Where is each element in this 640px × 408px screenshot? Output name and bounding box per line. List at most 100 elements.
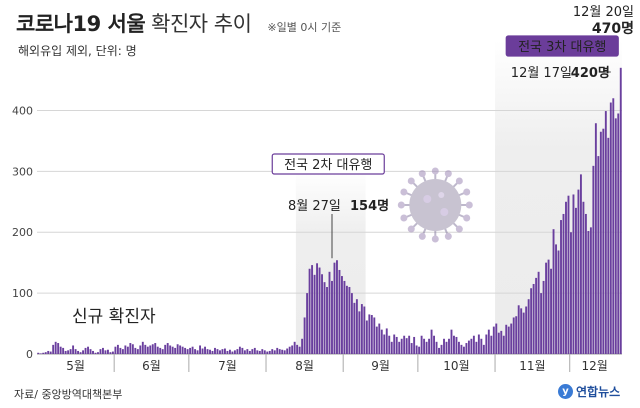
bar <box>403 335 406 354</box>
logo-text: 연합뉴스 <box>576 385 621 399</box>
bar <box>443 338 445 354</box>
bar <box>57 343 60 354</box>
bar <box>477 334 480 354</box>
bar <box>146 346 149 354</box>
bar <box>169 345 172 354</box>
bar <box>423 338 426 354</box>
bar <box>308 268 311 354</box>
bar <box>161 349 164 354</box>
bar <box>430 329 433 354</box>
bar <box>129 343 132 354</box>
bar <box>520 308 523 354</box>
bar <box>550 268 552 354</box>
bar <box>448 338 450 354</box>
bar <box>311 265 314 354</box>
bar <box>154 343 157 354</box>
bar <box>116 344 119 354</box>
bar <box>475 341 478 354</box>
bar <box>156 346 159 354</box>
bar <box>139 345 142 354</box>
bar <box>256 350 259 354</box>
bar <box>59 346 62 354</box>
bar <box>542 280 545 354</box>
bar <box>77 350 80 354</box>
bar <box>174 347 177 354</box>
bar <box>231 351 234 354</box>
bar <box>318 267 321 354</box>
bar <box>159 347 162 354</box>
bar <box>390 341 393 354</box>
bar <box>607 137 610 354</box>
bar <box>537 271 540 354</box>
bar <box>455 336 458 354</box>
bar <box>470 338 473 354</box>
bar <box>358 311 361 354</box>
bar <box>415 345 418 354</box>
bar <box>450 329 453 354</box>
bar <box>467 340 470 354</box>
month-label-10: 10월 <box>443 359 469 373</box>
bar <box>398 341 401 354</box>
bar <box>62 347 65 354</box>
ytick-label-400: 400 <box>12 104 33 117</box>
bar <box>291 345 294 354</box>
bar <box>316 263 318 354</box>
bar <box>131 344 134 354</box>
series-label: 신규 확진자 <box>72 307 156 327</box>
month-label-5: 5월 <box>66 359 85 373</box>
bar <box>617 113 620 354</box>
bar <box>243 350 246 354</box>
bar <box>604 111 607 354</box>
bar <box>84 347 87 354</box>
bar <box>44 352 47 354</box>
bar <box>438 347 440 354</box>
month-label-9: 9월 <box>371 359 390 373</box>
bar <box>191 346 194 354</box>
logo-mark: y <box>558 384 573 399</box>
bar <box>164 344 167 354</box>
bar <box>134 347 137 354</box>
bar <box>565 201 567 354</box>
bar <box>413 336 416 354</box>
chart-title: 코로나19 서울 확진자 추이 ※일별 0시 기준 <box>16 8 341 38</box>
month-label-7: 7월 <box>218 359 237 373</box>
bar <box>363 306 366 354</box>
bar <box>338 269 341 354</box>
chart-subtitle: 해외유입 제외, 단위: 명 <box>18 44 137 58</box>
bar <box>355 299 358 354</box>
bar <box>298 346 301 354</box>
bar <box>39 353 42 354</box>
bar <box>216 349 219 354</box>
bar <box>82 350 84 354</box>
bar <box>525 306 528 354</box>
bar <box>497 332 500 354</box>
bar <box>614 118 617 354</box>
bar <box>353 302 356 354</box>
bar <box>67 350 70 354</box>
bar <box>326 287 328 354</box>
bar <box>176 344 179 354</box>
bar <box>189 347 192 354</box>
bar <box>201 348 204 354</box>
bar <box>258 350 261 354</box>
bar <box>492 326 495 354</box>
bar <box>400 338 403 354</box>
yonhap-logo: y 연합뉴스 <box>558 383 620 400</box>
bar <box>570 232 572 354</box>
bar <box>283 350 286 354</box>
bar <box>472 335 475 354</box>
bar <box>228 349 231 354</box>
callout-date: 12월 17일 <box>511 66 572 81</box>
bar <box>350 293 353 354</box>
wave-label-2: 전국 2차 대유행 <box>284 157 372 173</box>
bar <box>266 351 269 354</box>
bar <box>348 287 351 354</box>
bar <box>592 165 595 354</box>
bar <box>552 229 555 354</box>
bar <box>328 271 331 354</box>
bar <box>74 349 77 354</box>
bar <box>378 323 381 354</box>
bar <box>440 344 443 354</box>
bar <box>408 335 411 354</box>
